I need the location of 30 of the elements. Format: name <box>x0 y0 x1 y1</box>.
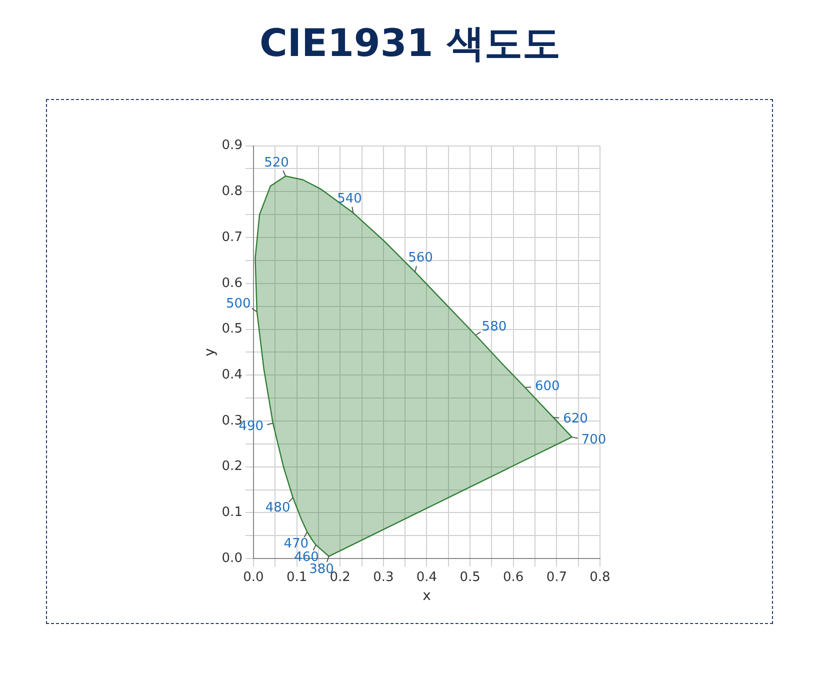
annotation: 620 <box>563 411 588 426</box>
y-axis-title: y <box>202 348 218 356</box>
x-axis-title: x <box>422 588 431 604</box>
annotation: 600 <box>534 378 560 394</box>
y-tick-label: 0.2 <box>222 459 242 474</box>
annotation: 700 <box>581 432 606 448</box>
x-tick-label: 0.5 <box>460 570 480 585</box>
y-tick-label: 0.1 <box>222 505 242 520</box>
annotation: 560 <box>408 250 433 266</box>
annotation: 480 <box>265 500 290 516</box>
y-tick-label: 0.0 <box>222 550 242 566</box>
x-tick-label: 0.6 <box>503 570 524 585</box>
x-tick-label: 0.1 <box>286 570 308 585</box>
y-tick-label: 0.7 <box>222 230 242 245</box>
annotation: 540 <box>337 191 362 206</box>
y-tick-label: 0.8 <box>222 184 242 200</box>
x-tick-label: 0.3 <box>373 570 394 585</box>
y-tick-label: 0.9 <box>222 138 242 154</box>
annotation: 520 <box>264 156 289 171</box>
x-tick-label: 0.4 <box>416 570 438 585</box>
x-tick-label: 0.0 <box>243 570 264 585</box>
chart-title: CIE1931 색도도 <box>258 20 562 67</box>
y-tick-label: 0.4 <box>222 368 242 383</box>
y-tick-label: 0.6 <box>222 276 242 291</box>
x-tick-label: 0.7 <box>546 570 568 585</box>
y-tick-label: 0.5 <box>222 322 242 337</box>
x-tick-label: 0.8 <box>590 570 610 585</box>
annotation: 580 <box>482 320 507 335</box>
annotation: 470 <box>284 536 309 552</box>
annotation: 500 <box>226 296 251 312</box>
